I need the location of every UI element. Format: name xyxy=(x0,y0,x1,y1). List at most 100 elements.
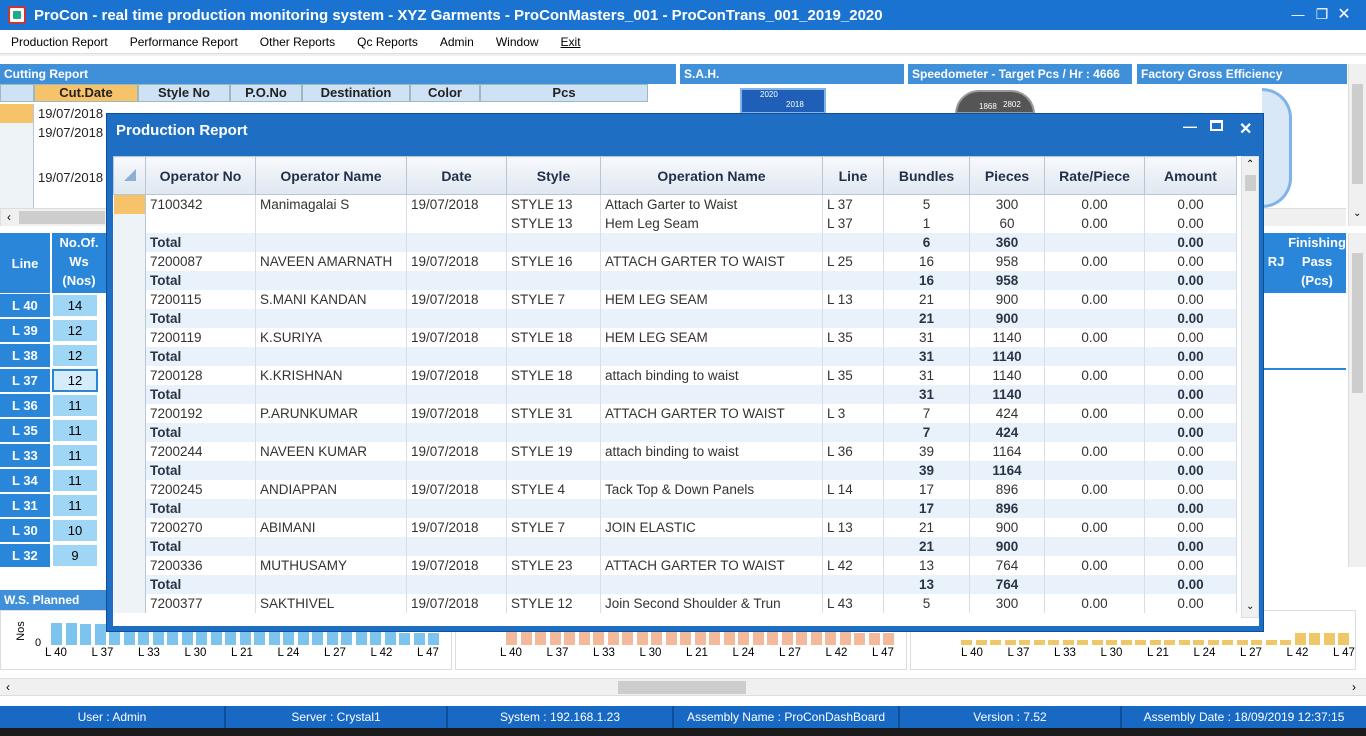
modal-close-icon[interactable]: ✕ xyxy=(1239,121,1253,138)
close-icon[interactable]: ✕ xyxy=(1337,6,1351,23)
menu-window[interactable]: Window xyxy=(495,34,539,49)
row-selector[interactable] xyxy=(113,289,146,309)
row-selector[interactable] xyxy=(113,384,146,404)
operator-row[interactable]: 7200244 NAVEEN KUMAR 19/07/2018 STYLE 19 att… xyxy=(113,441,1237,461)
col-pieces[interactable]: Pieces xyxy=(969,156,1045,195)
top-right-scrollbar[interactable]: ⌄ xyxy=(1348,64,1366,226)
row-selector[interactable] xyxy=(113,403,146,423)
total-row[interactable]: Total 7 424 0.00 xyxy=(113,422,1237,442)
total-row[interactable]: Total 31 1140 0.00 xyxy=(113,384,1237,404)
line-ws-count: 14 xyxy=(52,294,98,317)
modal-minimize-icon[interactable]: — xyxy=(1183,118,1197,134)
line-row[interactable]: L 32 9 xyxy=(0,543,106,568)
line-row[interactable]: L 39 12 xyxy=(0,318,106,343)
row-selector[interactable] xyxy=(113,194,146,214)
row-selector[interactable] xyxy=(113,213,146,233)
row-selector[interactable] xyxy=(113,327,146,347)
row-selector[interactable] xyxy=(113,308,146,328)
chart-axis-label: L 21 xyxy=(1147,647,1169,659)
menu-other-reports[interactable]: Other Reports xyxy=(259,34,336,49)
row-selector[interactable] xyxy=(113,555,146,575)
row-selector[interactable] xyxy=(113,365,146,385)
operator-row[interactable]: 7200192 P.ARUNKUMAR 19/07/2018 STYLE 31 ATTA… xyxy=(113,403,1237,423)
cutting-col-styleno[interactable]: Style No xyxy=(138,84,230,102)
main-scroll-left-icon[interactable]: ‹ xyxy=(6,680,10,694)
row-selector[interactable] xyxy=(113,498,146,518)
col-style[interactable]: Style xyxy=(506,156,601,195)
production-vertical-scrollbar[interactable]: ⌃ ⌄ xyxy=(1241,156,1259,618)
main-horizontal-scrollbar[interactable]: ‹ › xyxy=(0,678,1366,696)
col-line[interactable]: Line xyxy=(822,156,884,195)
row-selector[interactable] xyxy=(113,251,146,271)
total-row[interactable]: Total 21 900 0.00 xyxy=(113,308,1237,328)
menu-admin[interactable]: Admin xyxy=(439,34,474,49)
operator-row[interactable]: 7200377 SAKTHIVEL 19/07/2018 STYLE 12 Join S… xyxy=(113,593,1237,613)
row-selector[interactable] xyxy=(113,517,146,537)
total-row[interactable]: Total 16 958 0.00 xyxy=(113,270,1237,290)
cutting-col-pono[interactable]: P.O.No xyxy=(230,84,302,102)
prod-scroll-down-icon[interactable]: ⌄ xyxy=(1246,601,1255,612)
total-row[interactable]: Total 31 1140 0.00 xyxy=(113,346,1237,366)
row-selector[interactable] xyxy=(113,441,146,461)
line-row[interactable]: L 30 10 xyxy=(0,518,106,543)
operation-subrow[interactable]: STYLE 13 Hem Leg Seam L 37 1 60 0.00 0.00 xyxy=(113,213,1237,233)
row-selector[interactable] xyxy=(113,593,146,613)
cutting-horizontal-scrollbar[interactable]: ‹ xyxy=(0,208,106,226)
operator-row[interactable]: 7200245 ANDIAPPAN 19/07/2018 STYLE 4 Tack To… xyxy=(113,479,1237,499)
row-selector[interactable] xyxy=(113,422,146,442)
menu-exit[interactable]: Exit xyxy=(560,34,581,49)
row-selector[interactable] xyxy=(113,460,146,480)
prod-scroll-thumb[interactable] xyxy=(1245,175,1256,191)
row-selector[interactable] xyxy=(113,574,146,594)
scroll-down-icon[interactable]: ⌄ xyxy=(1353,208,1362,219)
col-date[interactable]: Date xyxy=(406,156,507,195)
operator-row[interactable]: 7200128 K.KRISHNAN 19/07/2018 STYLE 18 attac… xyxy=(113,365,1237,385)
line-row[interactable]: L 36 11 xyxy=(0,393,106,418)
line-row[interactable]: L 31 11 xyxy=(0,493,106,518)
main-scroll-right-icon[interactable]: › xyxy=(1352,680,1356,694)
operator-row[interactable]: 7100342 Manimagalai S 19/07/2018 STYLE 13 At… xyxy=(113,194,1237,214)
operator-row[interactable]: 7200087 NAVEEN AMARNATH 19/07/2018 STYLE 16… xyxy=(113,251,1237,271)
col-operation-name[interactable]: Operation Name xyxy=(600,156,823,195)
menu-performance-report[interactable]: Performance Report xyxy=(129,34,238,49)
prod-scroll-up-icon[interactable]: ⌃ xyxy=(1246,159,1255,170)
line-row[interactable]: L 38 12 xyxy=(0,343,106,368)
finishing-scrollbar[interactable] xyxy=(1348,233,1366,567)
operator-row[interactable]: 7200119 K.SURIYA 19/07/2018 STYLE 18 HEM LEG… xyxy=(113,327,1237,347)
col-operator-name[interactable]: Operator Name xyxy=(255,156,407,195)
menu-production-report[interactable]: Production Report xyxy=(11,34,108,49)
row-selector[interactable] xyxy=(113,479,146,499)
line-row[interactable]: L 33 11 xyxy=(0,443,106,468)
operator-row[interactable]: 7200336 MUTHUSAMY 19/07/2018 STYLE 23 ATTACH… xyxy=(113,555,1237,575)
minimize-icon[interactable]: — xyxy=(1291,6,1305,22)
cutting-col-cutdate[interactable]: Cut.Date xyxy=(34,84,138,102)
total-row[interactable]: Total 6 360 0.00 xyxy=(113,232,1237,252)
col-bundles[interactable]: Bundles xyxy=(883,156,970,195)
row-selector[interactable] xyxy=(113,346,146,366)
operator-row[interactable]: 7200115 S.MANI KANDAN 19/07/2018 STYLE 7 HEM… xyxy=(113,289,1237,309)
col-amount[interactable]: Amount xyxy=(1144,156,1237,195)
cutting-col-color[interactable]: Color xyxy=(410,84,480,102)
row-selector[interactable] xyxy=(113,270,146,290)
col-operator-no[interactable]: Operator No xyxy=(145,156,256,195)
operator-row[interactable]: 7200270 ABIMANI 19/07/2018 STYLE 7 JOIN ELAS… xyxy=(113,517,1237,537)
total-row[interactable]: Total 13 764 0.00 xyxy=(113,574,1237,594)
restore-icon[interactable]: ❐ xyxy=(1315,5,1329,22)
line-row[interactable]: L 37 12 xyxy=(0,368,106,393)
scroll-left-icon[interactable]: ‹ xyxy=(7,210,11,224)
main-scroll-thumb[interactable] xyxy=(618,681,746,694)
row-selector[interactable] xyxy=(113,232,146,252)
total-row[interactable]: Total 39 1164 0.00 xyxy=(113,460,1237,480)
menu-qc-reports[interactable]: Qc Reports xyxy=(357,34,418,49)
total-row[interactable]: Total 17 896 0.00 xyxy=(113,498,1237,518)
cutting-col-destination[interactable]: Destination xyxy=(302,84,410,102)
total-row[interactable]: Total 21 900 0.00 xyxy=(113,536,1237,556)
col-rate-piece[interactable]: Rate/Piece xyxy=(1044,156,1145,195)
line-row[interactable]: L 40 14 xyxy=(0,293,106,318)
modal-maximize-icon[interactable] xyxy=(1210,120,1223,131)
line-row[interactable]: L 34 11 xyxy=(0,468,106,493)
row-selector-header[interactable] xyxy=(113,156,146,195)
row-selector[interactable] xyxy=(113,536,146,556)
cutting-col-pcs[interactable]: Pcs xyxy=(480,84,648,102)
line-row[interactable]: L 35 11 xyxy=(0,418,106,443)
